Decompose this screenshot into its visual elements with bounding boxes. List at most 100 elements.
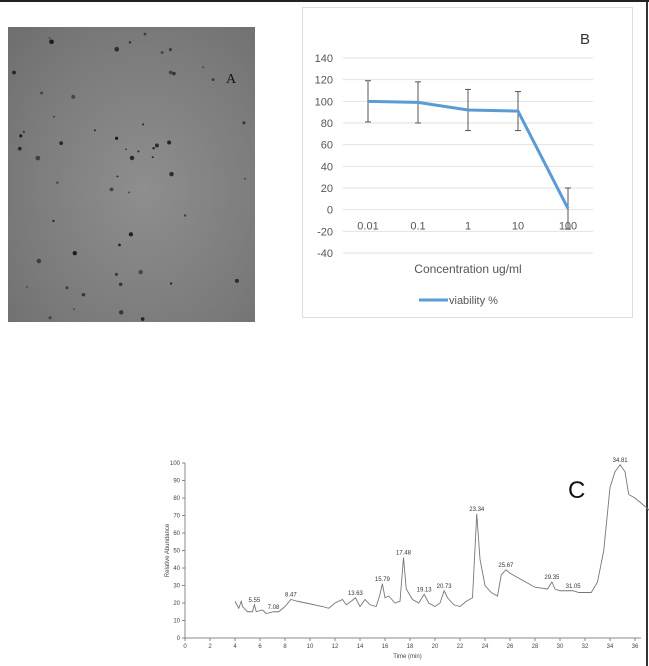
cell-speck [142,123,145,126]
x-tick-label: 4 [233,644,237,650]
cell-speck [168,70,173,75]
cell-speck [118,243,121,247]
x-tick-label: 24 [482,644,489,650]
cell-speck [167,140,172,145]
x-tick-label: 6 [258,644,262,650]
y-tick-label: 50 [173,549,180,555]
x-tick-label: 26 [507,644,514,650]
cell-speck [36,258,42,264]
cell-speck [17,146,22,151]
cell-speck [154,143,159,148]
cell-speck [116,175,119,178]
y-tick-label: 20 [173,601,180,607]
peak-label: 20.73 [437,584,453,590]
peak-label: 34.81 [613,458,629,464]
cell-speck [125,148,127,151]
x-tick-label: 22 [457,644,464,650]
cell-speck [168,47,172,52]
x-tick-label: 16 [382,644,389,650]
x-tick-label: 34 [607,644,614,650]
peak-label: 23.34 [469,507,485,513]
peak-label: 13.63 [348,591,364,597]
x-tick-label: 18 [407,644,414,650]
y-tick-label: 60 [173,531,180,537]
x-tick-label: 2 [208,644,212,650]
peak-label: 17.48 [396,551,412,557]
peak-label: 19.13 [417,587,433,593]
cell-speck [26,285,28,288]
cell-speck [52,219,55,223]
panel-label-a: A [226,72,237,87]
cell-speck [211,78,215,81]
y-tick-label: 20 [321,183,333,195]
cell-speck [128,232,133,237]
x-tick-label: 36 [632,644,639,650]
cell-speck [12,70,16,75]
cell-speck [202,66,205,69]
cell-speck [234,278,239,283]
x-tick-label: 8 [283,644,287,650]
cell-speck [114,136,119,140]
cell-speck [118,282,123,287]
x-tick-label: 1 [465,221,471,233]
micrograph-image [12,32,246,321]
cell-speck [56,181,59,184]
cell-speck [35,155,41,161]
cell-speck [169,282,173,285]
peak-label: 5.55 [249,598,261,604]
y-tick-label: 10 [173,619,180,625]
x-tick-label: 10 [512,221,524,233]
cell-speck [114,46,120,52]
cell-speck [169,171,174,177]
cell-speck [129,155,135,161]
x-tick-label: 12 [332,644,339,650]
peak-label: 15.79 [375,577,391,583]
cell-speck [48,316,52,320]
y-tick-label: 90 [173,479,180,485]
cell-speck [71,94,76,99]
viability-chart-panel-b: B 140 120 100 80 60 40 20 0 -20 -40 0.01 0.1 1 10 100 Co… [302,7,633,318]
viability-line [367,99,570,210]
cell-speck [151,156,154,159]
cell-speck [22,130,25,134]
cell-speck [128,191,131,194]
y-tick-label: 30 [173,584,180,590]
x-tick-label: 14 [357,644,364,650]
cell-speck [109,187,114,192]
peak-label: 25.67 [498,563,514,569]
cell-speck [119,310,124,315]
chromatogram-trace [234,463,649,614]
x-tick-label: 0.01 [357,221,378,233]
y-tick-label: 60 [321,140,333,152]
x-tick-label: 10 [307,644,314,650]
panel-label-b: B [580,31,590,48]
y-tick-label: 120 [315,75,333,87]
y-tick-label: 70 [173,514,180,520]
cell-speck [81,293,86,297]
y-tick-label: -40 [317,248,333,260]
page-border [646,2,648,666]
y-axis-title: Relative Abundance [165,523,171,577]
panel-label-c: C [568,477,585,504]
y-tick-label: 0 [177,636,181,642]
y-tick-label: -20 [317,226,333,238]
cell-speck [59,141,64,145]
cell-speck [143,32,147,36]
cell-speck [244,177,246,180]
cell-speck [172,71,176,76]
x-tick-label: 30 [557,644,564,650]
y-tick-label: 40 [173,566,180,572]
cell-speck [65,286,69,290]
y-tick-label: 80 [321,118,333,130]
y-tick-label: 100 [315,96,333,108]
x-tick-label: 32 [582,644,589,650]
cell-speck [137,150,140,153]
cell-speck [242,121,246,125]
x-axis-title: Time (min) [393,654,421,660]
cell-speck [114,272,118,276]
cell-speck [128,41,132,44]
cell-speck [19,134,23,138]
x-tick-label: 0.1 [410,221,425,233]
